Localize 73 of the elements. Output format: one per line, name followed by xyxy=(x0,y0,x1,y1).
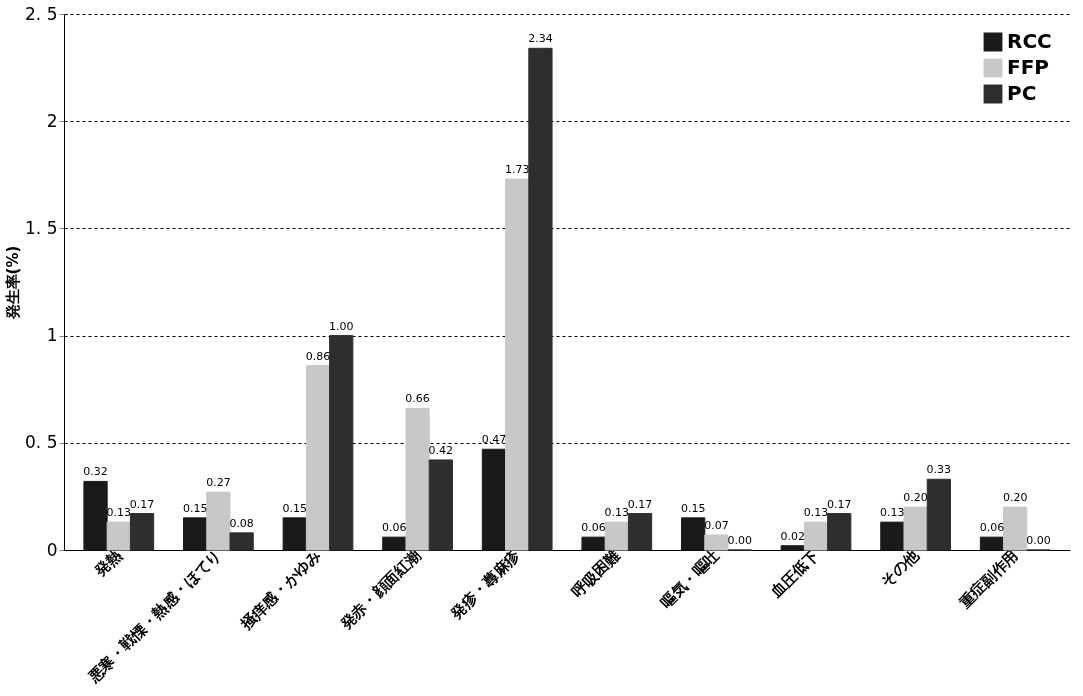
x-tick-label: 呼吸困難 xyxy=(568,546,624,602)
data-label: 0.17 xyxy=(627,497,653,511)
data-label: 0.32 xyxy=(83,465,108,479)
legend-label: FFP xyxy=(1007,55,1049,79)
y-axis-title: 発生率(%) xyxy=(4,245,23,321)
data-label: 0.13 xyxy=(880,506,905,520)
bar xyxy=(106,521,131,551)
y-tick-label: 0. 5 xyxy=(25,432,58,453)
bar xyxy=(803,521,829,551)
y-tick-label: 2 xyxy=(46,110,58,131)
data-label: 0.00 xyxy=(1026,534,1051,547)
data-label: 0.00 xyxy=(727,534,752,547)
data-label: 1.00 xyxy=(328,319,354,333)
data-label: 0.08 xyxy=(229,516,254,530)
data-label: 0.47 xyxy=(481,433,507,447)
bar xyxy=(405,408,430,551)
data-label: 0.15 xyxy=(680,501,706,515)
data-label: 0.07 xyxy=(704,518,729,532)
data-label: 0.17 xyxy=(129,497,155,511)
bar xyxy=(627,513,653,551)
bar xyxy=(926,478,951,551)
x-tick-label: その他 xyxy=(877,545,923,591)
data-label: 0.33 xyxy=(926,463,952,477)
bar xyxy=(780,545,805,551)
x-tick-label: 嘔気・嘔吐 xyxy=(657,546,723,612)
data-label: 0.20 xyxy=(903,491,928,505)
bar xyxy=(183,517,208,551)
bar xyxy=(83,480,108,551)
data-label: 0.15 xyxy=(282,501,307,515)
data-label: 0.66 xyxy=(405,392,430,406)
x-tick-label: 発赤・顔面紅潮 xyxy=(336,546,424,634)
bar xyxy=(681,517,706,551)
data-label: 0.13 xyxy=(604,506,630,520)
bar xyxy=(528,47,553,551)
data-label: 0.27 xyxy=(206,476,231,490)
bar xyxy=(827,513,852,551)
bar xyxy=(1003,506,1028,551)
x-tick-label: 重症副作用 xyxy=(955,546,1022,613)
bar xyxy=(704,534,729,551)
x-tick-label: 掻痒感・かゆみ xyxy=(236,546,325,634)
data-label: 0.20 xyxy=(1002,491,1028,505)
y-tick-label: 2. 5 xyxy=(25,3,58,24)
bar xyxy=(505,178,530,551)
y-tick-label: 1. 5 xyxy=(25,217,58,238)
data-label: 0.06 xyxy=(979,521,1005,535)
bar xyxy=(481,448,507,551)
x-tick-label: 発熱 xyxy=(90,546,126,581)
y-tick-label: 0 xyxy=(46,539,58,560)
bar xyxy=(206,491,231,551)
data-label: 0.02 xyxy=(780,529,806,543)
bar xyxy=(129,513,155,551)
legend-label: PC xyxy=(1007,81,1037,105)
bar xyxy=(979,536,1005,551)
bar xyxy=(382,536,407,551)
data-label: 0.42 xyxy=(428,443,454,457)
bar xyxy=(282,517,307,551)
bar xyxy=(229,532,254,551)
bar xyxy=(581,536,606,551)
bar xyxy=(604,521,629,551)
data-label: 0.06 xyxy=(382,521,407,535)
bar xyxy=(305,365,331,551)
bar xyxy=(428,459,453,551)
bar xyxy=(329,335,354,551)
x-tick-label: 発疹・蕁麻疹 xyxy=(446,545,525,624)
bar xyxy=(880,521,905,551)
y-tick-label: 1 xyxy=(46,325,58,346)
data-label: 0.15 xyxy=(182,501,208,515)
data-label: 0.13 xyxy=(803,506,829,520)
data-label: 0.06 xyxy=(581,521,606,535)
legend-label: RCC xyxy=(1007,29,1052,53)
data-label: 0.17 xyxy=(827,497,852,511)
data-label: 2.34 xyxy=(528,32,553,46)
bar xyxy=(903,506,928,551)
